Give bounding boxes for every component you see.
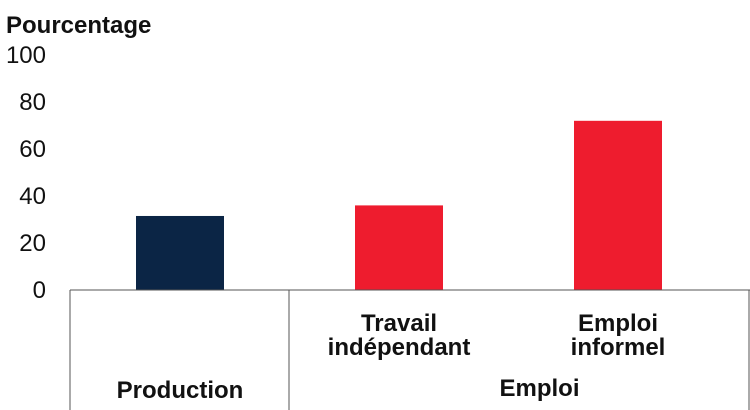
category-label-line: informel (571, 334, 666, 361)
category-label: Emploi informel (571, 310, 666, 361)
category-label-line: Travail (361, 310, 437, 337)
category-label: Travail indépendant (328, 310, 471, 361)
category-label: Production (117, 377, 244, 404)
y-axis-ticks: 0 20 40 60 80 100 (6, 42, 46, 304)
y-tick-label: 100 (6, 42, 46, 69)
axes (69, 289, 750, 410)
bar (355, 205, 443, 290)
bar (574, 120, 662, 290)
category-label-line: Emploi (578, 310, 658, 337)
bars (136, 120, 662, 290)
category-label-line: Production (117, 377, 244, 404)
y-tick-label: 40 (19, 183, 46, 210)
bar (136, 215, 224, 290)
y-tick-label: 0 (33, 277, 46, 304)
group-labels: Emploi (499, 375, 579, 402)
group-label: Emploi (499, 375, 579, 402)
y-axis-title: Pourcentage (6, 12, 151, 39)
y-tick-label: 80 (19, 89, 46, 116)
category-label-line: indépendant (328, 334, 471, 361)
y-tick-label: 60 (19, 136, 46, 163)
y-tick-label: 20 (19, 230, 46, 257)
